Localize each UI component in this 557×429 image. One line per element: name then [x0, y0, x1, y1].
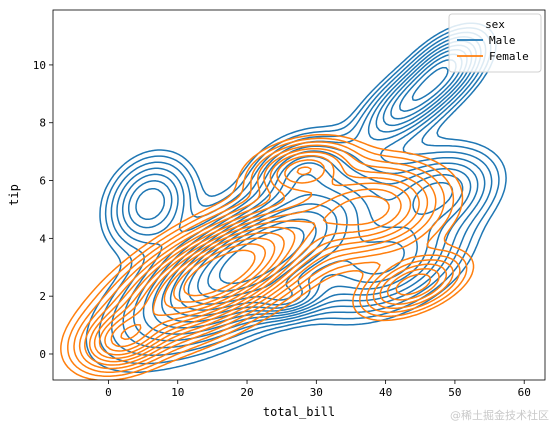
- y-tick-label: 2: [39, 290, 46, 303]
- y-tick-label: 6: [39, 175, 46, 188]
- x-tick-label: 60: [518, 386, 531, 399]
- axes: 0 10 20 30 40 50 60 0 2 4 6 8 10 total_bill tip: [7, 9, 546, 419]
- watermark-text: @稀土掘金技术社区: [450, 409, 549, 422]
- y-tick-label: 0: [39, 348, 46, 361]
- contour-level: [163, 237, 276, 309]
- series-male-contours: [85, 22, 507, 373]
- contour-level: [120, 232, 285, 341]
- y-axis-label: tip: [7, 184, 21, 206]
- contour-level: [73, 141, 461, 373]
- legend-entry-male: Male: [489, 34, 516, 47]
- legend-box: [448, 13, 542, 73]
- contour-level: [93, 154, 432, 360]
- x-tick-label: 50: [448, 386, 461, 399]
- x-axis-label: total_bill: [263, 405, 335, 419]
- x-tick-label: 0: [105, 386, 112, 399]
- x-tick-label: 10: [171, 386, 184, 399]
- contour-level: [78, 144, 454, 370]
- x-tick-label: 30: [310, 386, 323, 399]
- contour-level: [110, 226, 296, 348]
- legend-entry-female: Female: [489, 50, 529, 63]
- plot-frame: [52, 9, 546, 381]
- y-tick-label: 4: [39, 232, 46, 245]
- plot-area: [60, 22, 507, 380]
- y-tick-label: 10: [33, 59, 46, 72]
- contour-level: [60, 133, 475, 380]
- contour-level: [173, 243, 267, 303]
- contour-level: [104, 166, 390, 352]
- contour-level: [88, 151, 440, 363]
- legend: sex Male Female: [448, 13, 542, 73]
- contour-level: [67, 137, 468, 377]
- contour-level: [135, 48, 468, 329]
- legend-title: sex: [485, 18, 505, 31]
- y-tick-label: 8: [39, 117, 46, 130]
- contour-level: [98, 159, 402, 356]
- contour-level: [183, 249, 256, 297]
- x-tick-label: 20: [240, 386, 253, 399]
- series-female-contours: [60, 133, 475, 380]
- contour-level: [84, 147, 448, 366]
- x-tick-label: 40: [379, 386, 392, 399]
